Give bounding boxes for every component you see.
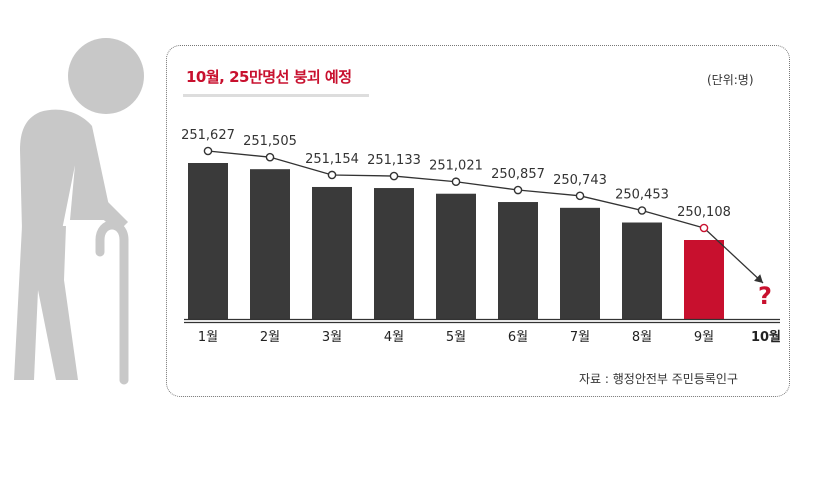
- point-marker-8: [637, 206, 647, 215]
- point-marker-2: [265, 152, 275, 162]
- x-tick-label-9: 9월: [694, 330, 714, 345]
- value-label-5: 251,021: [429, 159, 483, 174]
- value-label-7: 250,743: [553, 173, 607, 188]
- chart-panel: [166, 45, 790, 397]
- bar-8: [622, 222, 662, 319]
- bar-7: [560, 207, 600, 319]
- point-marker-4: [389, 171, 399, 181]
- value-label-1: 251,627: [181, 128, 235, 143]
- point-marker-1: [203, 146, 213, 156]
- figure-arm: [60, 124, 128, 232]
- value-label-8: 250,453: [615, 188, 669, 203]
- x-tick-label-2: 2월: [260, 330, 280, 345]
- cane: [95, 220, 129, 385]
- x-tick-label-8: 8월: [632, 330, 652, 345]
- forecast-arrow-head: [754, 274, 763, 283]
- value-label-4: 251,133: [367, 153, 421, 168]
- x-tick-label-4: 4월: [384, 330, 404, 345]
- unit-label: (단위:명): [707, 73, 754, 87]
- point-marker-5: [451, 177, 461, 187]
- forecast-question-mark: ?: [758, 282, 772, 310]
- point-marker-3: [327, 170, 337, 180]
- x-tick-label-3: 3월: [322, 330, 342, 345]
- bar-9: [684, 240, 724, 319]
- chart-title: 10월, 25만명선 붕괴 예정: [186, 68, 352, 86]
- bar-2: [250, 169, 290, 319]
- value-label-3: 251,154: [305, 152, 359, 167]
- title-underline: [183, 94, 369, 97]
- forecast-arrow-line: [703, 227, 764, 284]
- source-label: 자료 : 행정안전부 주민등록인구: [579, 372, 739, 386]
- x-tick-label-7: 7월: [570, 330, 590, 345]
- figure-legs: [14, 226, 78, 380]
- bar-3: [312, 186, 352, 319]
- bar-5: [436, 193, 476, 319]
- point-marker-6: [513, 185, 523, 195]
- x-tick-label-5: 5월: [446, 330, 466, 345]
- value-label-2: 251,505: [243, 134, 297, 149]
- x-tick-label-10: 10월: [751, 329, 781, 345]
- point-marker-7: [575, 191, 585, 201]
- value-label-9: 250,108: [677, 205, 731, 220]
- point-marker-9: [699, 223, 709, 233]
- x-tick-label-6: 6월: [508, 330, 528, 345]
- bar-6: [498, 202, 538, 319]
- x-tick-label-1: 1월: [198, 330, 218, 345]
- value-label-6: 250,857: [491, 167, 545, 182]
- figure-head: [68, 38, 144, 114]
- bar-4: [374, 188, 414, 319]
- elderly-person-with-cane-icon: [14, 38, 144, 385]
- bar-1: [188, 163, 228, 319]
